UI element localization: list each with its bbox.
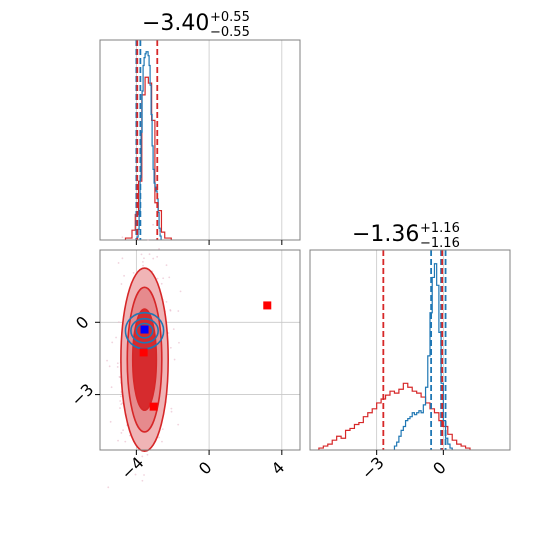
sample-point (117, 262, 120, 264)
title-param2-value: −1.36 (352, 222, 419, 247)
title-param2-upper: +1.16 (420, 221, 460, 236)
title-param1-value: −3.40 (142, 11, 209, 36)
sample-point (172, 328, 175, 331)
sample-point (119, 407, 121, 409)
sample-point (173, 358, 176, 361)
red-marker (149, 402, 158, 411)
red-marker (263, 301, 272, 310)
sample-point (156, 255, 159, 258)
sample-point (106, 359, 108, 362)
sample-point (109, 420, 112, 423)
blue-contour (130, 317, 159, 344)
sample-point (132, 271, 135, 274)
sample-point (177, 310, 180, 312)
sample-point (115, 336, 117, 339)
sample-point (162, 277, 165, 280)
y-tick-label: −3 (67, 380, 97, 410)
sample-point (165, 300, 168, 303)
x-tick-label: 0 (195, 458, 216, 479)
sample-point (152, 223, 155, 226)
sample-point (142, 260, 144, 263)
red-histogram (124, 76, 172, 240)
blue-contour (135, 322, 154, 339)
sample-point (161, 428, 164, 431)
sample-point (170, 410, 173, 413)
panel-frame (99, 39, 301, 241)
sample-point (148, 253, 151, 256)
sample-point (120, 403, 123, 406)
sample-point (143, 474, 145, 476)
sample-point (124, 440, 127, 443)
sample-point (158, 231, 161, 234)
sample-point (169, 309, 172, 312)
sample-point (111, 341, 114, 344)
sample-point (108, 365, 111, 368)
sample-point (177, 423, 180, 426)
sample-point (116, 362, 119, 365)
red-contour (131, 308, 158, 412)
sample-point (140, 253, 143, 256)
sample-point (147, 238, 149, 241)
title-param2: −1.36 +1.16 −1.16 (352, 221, 460, 251)
sample-point (120, 283, 123, 285)
title-param1-upper: +0.55 (210, 10, 250, 25)
sample-point (146, 453, 149, 456)
sample-point (141, 455, 144, 458)
sample-point (121, 236, 124, 239)
sample-point (165, 264, 168, 267)
title-param2-lower: −1.16 (420, 236, 460, 251)
sample-point (161, 440, 163, 443)
sample-point (142, 264, 144, 267)
sample-point (119, 400, 122, 402)
sample-point (179, 290, 182, 293)
x-tick-label: −4 (117, 453, 147, 483)
sample-point (117, 439, 119, 442)
sample-point (138, 460, 140, 463)
sample-point (168, 276, 171, 279)
sample-point (119, 395, 122, 398)
sample-point (117, 321, 120, 324)
blue-histogram (393, 263, 453, 450)
red-marker (139, 348, 148, 357)
sample-point (158, 248, 160, 250)
joint-density-panel: −4 0 4 0 −3 (67, 223, 301, 489)
sample-point (107, 486, 110, 489)
panel-frame (309, 249, 511, 451)
sample-point (110, 386, 113, 389)
y-tick-label: 0 (72, 312, 93, 333)
blue-marker (140, 325, 149, 334)
x-tick-label: 0 (429, 458, 450, 479)
sample-point (134, 473, 137, 476)
sample-point (152, 257, 155, 260)
sample-point (178, 341, 180, 344)
x-tick-label: 4 (268, 458, 289, 479)
sample-point (122, 429, 124, 432)
sample-point (170, 407, 173, 410)
sample-point (160, 282, 163, 285)
histogram-panel-param1 (99, 39, 301, 245)
histogram-panel-param2: −3 0 (309, 249, 511, 483)
sample-point (121, 257, 124, 260)
sample-point (123, 274, 125, 277)
sample-point (156, 277, 159, 280)
panel-frame (99, 249, 301, 451)
x-tick-label: −3 (358, 453, 388, 483)
sample-point (143, 257, 145, 260)
title-param1: −3.40 +0.55 −0.55 (142, 10, 250, 40)
sample-point (169, 346, 172, 349)
sample-point (120, 432, 123, 434)
sample-point (141, 479, 144, 482)
sample-point (116, 366, 119, 368)
sample-point (158, 436, 160, 439)
title-param1-lower: −0.55 (210, 25, 250, 40)
